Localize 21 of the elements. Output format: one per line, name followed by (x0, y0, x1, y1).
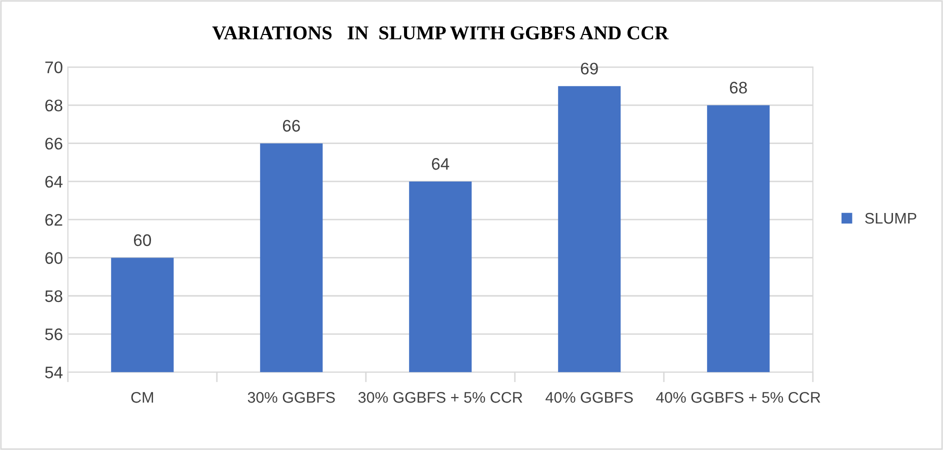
y-tick-label: 54 (45, 366, 63, 378)
x-tick-label: 30% GGBFS (248, 392, 335, 403)
y-tick-label: 58 (45, 290, 62, 302)
x-tick-label: CM (131, 392, 154, 403)
y-tick-label: 68 (45, 100, 62, 112)
data-label: 69 (580, 62, 598, 74)
x-tick-label: 30% GGBFS + 5% CCR (358, 392, 522, 403)
data-label: 68 (730, 82, 747, 94)
y-tick-label: 62 (45, 214, 62, 226)
chart-title: VARIATIONS IN SLUMP WITH GGBFS AND CCR (212, 26, 669, 40)
data-label: 64 (432, 158, 450, 170)
y-tick-label: 60 (45, 252, 62, 264)
legend-label: SLUMP (865, 212, 916, 224)
y-tick-label: 66 (45, 138, 62, 150)
x-tick-label: 40% GGBFS + 5% CCR (656, 392, 820, 403)
y-tick-label: 56 (45, 328, 62, 340)
data-label: 66 (282, 120, 300, 132)
x-tick-label: 40% GGBFS (546, 392, 633, 403)
data-label: 60 (134, 234, 152, 246)
y-tick-label: 70 (45, 61, 62, 74)
y-tick-label: 64 (45, 176, 63, 188)
